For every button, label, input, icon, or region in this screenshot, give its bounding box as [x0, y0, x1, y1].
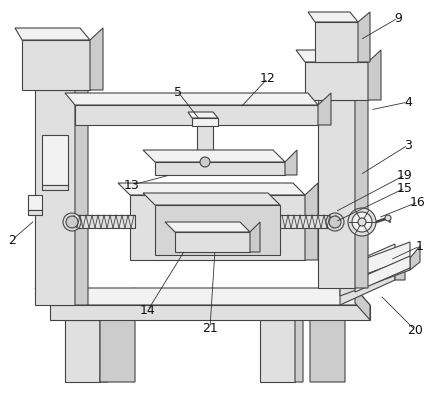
Polygon shape: [355, 256, 410, 292]
Polygon shape: [60, 305, 100, 320]
Circle shape: [200, 157, 210, 167]
Polygon shape: [35, 288, 370, 305]
Polygon shape: [15, 28, 90, 40]
Polygon shape: [368, 50, 381, 100]
Polygon shape: [340, 244, 395, 280]
Polygon shape: [42, 185, 68, 190]
Text: 9: 9: [394, 11, 402, 24]
Text: 5: 5: [174, 85, 182, 98]
Circle shape: [63, 213, 81, 231]
Polygon shape: [305, 62, 368, 100]
Polygon shape: [72, 215, 135, 228]
Polygon shape: [28, 210, 42, 215]
Circle shape: [326, 213, 344, 231]
Polygon shape: [315, 22, 358, 62]
Polygon shape: [25, 78, 75, 90]
Text: 14: 14: [140, 303, 156, 316]
Text: 1: 1: [416, 240, 424, 253]
Polygon shape: [118, 183, 305, 195]
Polygon shape: [197, 125, 213, 160]
Polygon shape: [285, 150, 297, 175]
Polygon shape: [358, 12, 370, 62]
Polygon shape: [75, 105, 318, 125]
Polygon shape: [188, 112, 218, 118]
Polygon shape: [165, 222, 250, 232]
Text: 20: 20: [407, 323, 423, 336]
Text: 4: 4: [404, 95, 412, 108]
Polygon shape: [65, 93, 318, 105]
Polygon shape: [395, 256, 405, 280]
Polygon shape: [295, 308, 303, 382]
Polygon shape: [143, 193, 280, 205]
Polygon shape: [100, 288, 135, 382]
Text: 21: 21: [202, 322, 218, 335]
Polygon shape: [280, 215, 335, 228]
Text: 12: 12: [260, 71, 276, 84]
Text: 13: 13: [124, 178, 140, 191]
Polygon shape: [155, 205, 280, 255]
Circle shape: [358, 218, 366, 226]
Polygon shape: [255, 305, 295, 320]
Polygon shape: [250, 222, 260, 252]
Circle shape: [385, 215, 391, 221]
Polygon shape: [50, 305, 370, 320]
Polygon shape: [90, 28, 103, 90]
Circle shape: [329, 216, 341, 228]
Polygon shape: [305, 183, 318, 260]
Polygon shape: [310, 288, 345, 382]
Polygon shape: [318, 93, 331, 125]
Polygon shape: [35, 90, 75, 305]
Text: 15: 15: [397, 182, 413, 195]
Polygon shape: [355, 288, 370, 320]
Polygon shape: [175, 232, 250, 252]
Polygon shape: [155, 162, 285, 175]
Circle shape: [197, 154, 213, 170]
Polygon shape: [296, 50, 368, 62]
Polygon shape: [355, 88, 368, 288]
Polygon shape: [318, 100, 355, 288]
Polygon shape: [193, 118, 213, 125]
Polygon shape: [410, 246, 420, 270]
Circle shape: [352, 212, 372, 232]
Text: 2: 2: [8, 234, 16, 247]
Text: 19: 19: [397, 169, 413, 182]
Polygon shape: [340, 242, 410, 284]
Polygon shape: [42, 135, 68, 185]
Polygon shape: [192, 118, 218, 126]
Polygon shape: [100, 308, 108, 382]
Polygon shape: [260, 320, 295, 382]
Polygon shape: [308, 88, 355, 100]
Polygon shape: [130, 195, 305, 260]
Text: 16: 16: [410, 195, 426, 208]
Polygon shape: [340, 268, 395, 305]
Circle shape: [348, 208, 376, 236]
Polygon shape: [143, 150, 285, 162]
Polygon shape: [308, 12, 358, 22]
Circle shape: [66, 216, 78, 228]
Text: 3: 3: [404, 139, 412, 152]
Polygon shape: [340, 258, 410, 296]
Polygon shape: [28, 195, 42, 210]
Polygon shape: [75, 78, 88, 305]
Polygon shape: [22, 40, 90, 90]
Polygon shape: [65, 320, 100, 382]
